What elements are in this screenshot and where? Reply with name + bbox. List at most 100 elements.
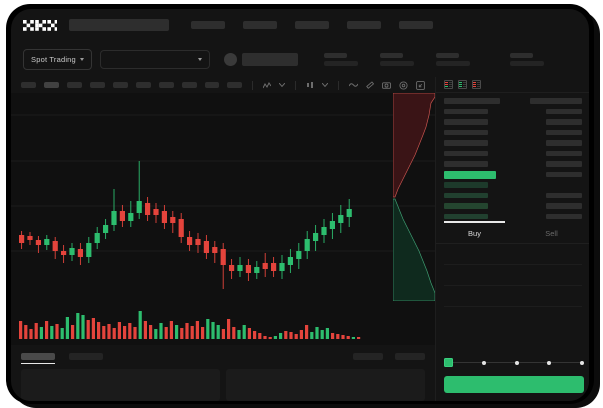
chart-type-icon[interactable]: [306, 81, 314, 89]
orders-panel-left[interactable]: [21, 369, 220, 401]
stat-1: [379, 52, 414, 66]
orderbook-last-price-row[interactable]: [444, 170, 582, 179]
stat-value: [509, 60, 544, 66]
tab-order-history[interactable]: [69, 345, 103, 367]
indicators-icon[interactable]: [263, 81, 272, 89]
okx-logo-icon[interactable]: [23, 19, 57, 31]
nav-item-3[interactable]: [347, 21, 381, 29]
pair-selector[interactable]: [99, 49, 210, 69]
slider-step-75[interactable]: [547, 360, 552, 365]
candlestick-series: [11, 114, 435, 289]
timeframe-8[interactable]: [204, 82, 220, 88]
stat-label: [323, 52, 347, 58]
orderbook-view-switcher: [436, 77, 589, 93]
slider-step-25[interactable]: [481, 360, 486, 365]
tab-action-1[interactable]: [395, 352, 425, 360]
stat-value: [435, 60, 470, 66]
stat-label: [509, 52, 533, 58]
timeframe-3[interactable]: [89, 82, 105, 88]
orderbook-bids-icon[interactable]: [458, 80, 467, 89]
nav-item-1[interactable]: [243, 21, 277, 29]
slider-handle[interactable]: [444, 358, 453, 367]
timeframe-4[interactable]: [112, 82, 128, 88]
orderbook-ask-row[interactable]: [444, 129, 582, 137]
nav-item-2[interactable]: [295, 21, 329, 29]
orderbook-bid-row[interactable]: [444, 192, 582, 200]
orderbook-header-row: [444, 97, 582, 105]
orderbook-ask-row[interactable]: [444, 108, 582, 116]
stat-value: [379, 60, 414, 66]
tab-buy[interactable]: Buy: [436, 221, 513, 243]
timeframe-6[interactable]: [158, 82, 174, 88]
search-input[interactable]: [69, 19, 169, 31]
order-field-0[interactable]: [444, 248, 582, 265]
orderbook-amount-header: [530, 98, 582, 104]
orderbook-ask-row[interactable]: [444, 118, 582, 126]
chevron-down-icon: [197, 57, 202, 61]
orderbook-bid-row[interactable]: [444, 213, 582, 221]
nav-items: [191, 21, 433, 29]
spot-trading-label: Spot Trading: [31, 54, 76, 64]
slider-step-100[interactable]: [580, 360, 584, 365]
tab-open-orders[interactable]: [21, 345, 55, 367]
orderbook-price-header: [444, 98, 500, 104]
fullscreen-icon[interactable]: [416, 80, 425, 90]
buy-submit-button[interactable]: [444, 376, 584, 393]
trading-app: Spot Trading: [11, 9, 589, 401]
orderbook-ask-row[interactable]: [444, 160, 582, 168]
tab-label: [69, 352, 103, 360]
chevron-down-icon[interactable]: [279, 83, 286, 87]
orderbook-both-icon[interactable]: [444, 80, 453, 89]
depth-chart-overlay: [393, 93, 435, 301]
camera-icon[interactable]: [382, 81, 391, 89]
toolbar-divider: [338, 80, 339, 90]
orderbook-bid-row[interactable]: [444, 181, 582, 189]
stat-value: [323, 60, 358, 66]
settings-icon[interactable]: [399, 80, 408, 90]
stat-2: [435, 52, 470, 66]
nav-item-0[interactable]: [191, 21, 225, 29]
slider-step-50[interactable]: [514, 360, 519, 365]
orderbook-ask-row[interactable]: [444, 139, 582, 147]
top-navigation: [11, 9, 589, 41]
order-field-2[interactable]: [444, 286, 582, 307]
amount-percent-slider[interactable]: [444, 358, 584, 367]
market-subheader: Spot Trading: [11, 41, 589, 77]
timeframe-0[interactable]: [21, 82, 36, 88]
stat-3: [509, 52, 544, 66]
orderbook-ask-row[interactable]: [444, 150, 582, 158]
ruler-icon[interactable]: [366, 81, 374, 89]
toolbar-divider: [295, 80, 297, 90]
timeframe-5[interactable]: [135, 82, 151, 88]
orderbook-bid-row[interactable]: [444, 202, 582, 210]
nav-item-4[interactable]: [399, 21, 433, 29]
coin-avatar: [223, 52, 237, 66]
chevron-down-icon: [79, 57, 84, 61]
tab-sell[interactable]: Sell: [545, 228, 558, 238]
orders-tabs: [11, 345, 435, 367]
chevron-down-icon[interactable]: [322, 83, 329, 87]
orders-panel-right[interactable]: [226, 369, 425, 401]
orderbook-asks-icon[interactable]: [472, 80, 481, 89]
volume-histogram: [11, 301, 435, 345]
slider-steps: [444, 358, 584, 367]
volume-series: [19, 311, 361, 339]
timeframe-7[interactable]: [181, 82, 197, 88]
stat-label: [379, 52, 403, 58]
orderbook[interactable]: [436, 93, 589, 221]
tab-action-0[interactable]: [353, 352, 383, 360]
order-field-1[interactable]: [444, 265, 582, 286]
timeframe-2[interactable]: [66, 82, 82, 88]
order-form-tabs: Buy Sell: [436, 221, 589, 244]
tab-label: [21, 352, 55, 360]
price-chart[interactable]: [11, 93, 435, 301]
spot-trading-button[interactable]: Spot Trading: [23, 48, 92, 70]
stat-0: [323, 52, 358, 66]
order-form-fields: [436, 244, 589, 307]
timeframe-9[interactable]: [227, 82, 243, 88]
slider-track: [448, 362, 580, 363]
line-tool-icon[interactable]: [349, 82, 358, 88]
timeframe-1[interactable]: [43, 82, 59, 88]
chart-toolbar: [11, 77, 435, 93]
